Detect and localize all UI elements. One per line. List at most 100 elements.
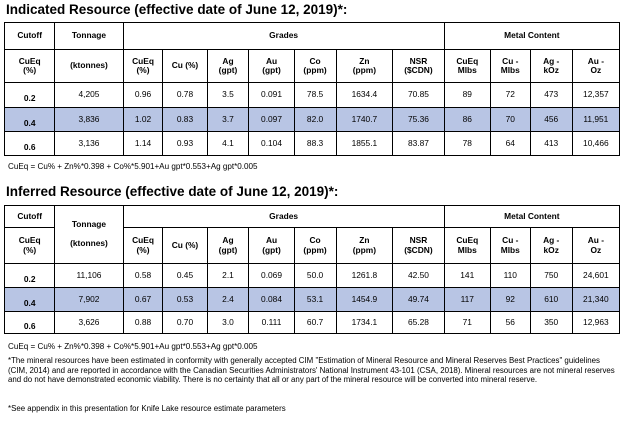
col-header-zn: Zn (ppm): [335, 49, 394, 83]
tonnage-cell: 3,836: [54, 107, 124, 132]
cueq-mlbs-cell: 86: [443, 107, 491, 132]
cueq-mlbs-cell: 78: [443, 131, 491, 156]
nsr-cell: 49.74: [392, 287, 445, 312]
au-cell: 0.084: [248, 287, 295, 312]
ag-cell: 4.1: [206, 131, 250, 156]
col-header-nsr: NSR ($CDN): [392, 49, 445, 83]
nsr-cell: 70.85: [392, 82, 445, 108]
au-cell: 0.111: [248, 311, 295, 334]
col-header-ag-koz: Ag - kOz: [529, 49, 573, 83]
au-oz-cell: 10,466: [571, 131, 621, 156]
col-header-cu: Cu (%): [162, 49, 208, 83]
cu-cell: 0.83: [162, 107, 208, 132]
metal-content-header: Metal Content: [443, 205, 621, 228]
au-cell: 0.097: [248, 107, 295, 132]
table-row: 0.4 3,836 1.02 0.83 3.7 0.097 82.0 1740.…: [3, 107, 621, 132]
zn-cell: 1855.1: [335, 131, 394, 156]
cutoff-cell: 0.2: [3, 263, 56, 288]
metal-content-header: Metal Content: [443, 22, 621, 50]
col-header-au: Au (gpt): [248, 49, 295, 83]
zn-cell: 1261.8: [335, 263, 394, 288]
zn-cell: 1734.1: [335, 311, 394, 334]
cutoff-unit-header: CuEq (%): [3, 227, 56, 264]
nsr-cell: 83.87: [392, 131, 445, 156]
nsr-cell: 65.28: [392, 311, 445, 334]
zn-cell: 1740.7: [335, 107, 394, 132]
indicated-title: Indicated Resource (effective date of Ju…: [6, 2, 348, 17]
tonnage-cell: 11,106: [54, 263, 124, 288]
cu-mlbs-cell: 56: [489, 311, 531, 334]
footnote-cim: *The mineral resources have been estimat…: [8, 356, 615, 385]
cutoff-header: Cutoff: [3, 205, 56, 228]
ag-cell: 3.7: [206, 107, 250, 132]
cu-cell: 0.45: [162, 263, 208, 288]
grades-header: Grades: [122, 205, 445, 228]
ag-cell: 2.1: [206, 263, 250, 288]
table-row: 0.2 11,106 0.58 0.45 2.1 0.069 50.0 1261…: [3, 263, 621, 288]
ag-koz-cell: 456: [529, 107, 573, 132]
col-header-cu-mlbs: Cu - Mlbs: [489, 49, 531, 83]
au-oz-cell: 12,357: [571, 82, 621, 108]
ag-cell: 2.4: [206, 287, 250, 312]
cu-cell: 0.70: [162, 311, 208, 334]
col-header-cueq: CuEq (%): [122, 49, 164, 83]
au-cell: 0.104: [248, 131, 295, 156]
au-cell: 0.091: [248, 82, 295, 108]
co-cell: 82.0: [293, 107, 337, 132]
ag-koz-cell: 473: [529, 82, 573, 108]
tonnage-cell: 3,626: [54, 311, 124, 334]
col-header-au: Au (gpt): [248, 227, 295, 264]
tonnage-cell: 7,902: [54, 287, 124, 312]
col-header-cueq: CuEq (%): [122, 227, 164, 264]
co-cell: 88.3: [293, 131, 337, 156]
co-cell: 53.1: [293, 287, 337, 312]
cutoff-header: Cutoff: [3, 22, 56, 50]
col-header-zn: Zn (ppm): [335, 227, 394, 264]
cu-mlbs-cell: 70: [489, 107, 531, 132]
au-cell: 0.069: [248, 263, 295, 288]
nsr-cell: 75.36: [392, 107, 445, 132]
col-header-au-oz: Au - Oz: [571, 49, 621, 83]
col-header-cu: Cu (%): [162, 227, 208, 264]
col-header-co: Co (ppm): [293, 227, 337, 264]
ag-koz-cell: 750: [529, 263, 573, 288]
tonnage-header: Tonnage (ktonnes): [54, 205, 124, 264]
col-header-co: Co (ppm): [293, 49, 337, 83]
ag-koz-cell: 350: [529, 311, 573, 334]
ktonnes-header: (ktonnes): [54, 49, 124, 83]
inferred-table: Cutoff Tonnage (ktonnes) Grades Metal Con…: [3, 205, 621, 334]
tonnage-header: Tonnage: [54, 22, 124, 50]
tonnage-cell: 3,136: [54, 131, 124, 156]
cutoff-cell: 0.4: [3, 107, 56, 132]
co-cell: 78.5: [293, 82, 337, 108]
au-oz-cell: 21,340: [571, 287, 621, 312]
inferred-title: Inferred Resource (effective date of Jun…: [6, 184, 339, 199]
cueq-mlbs-cell: 141: [443, 263, 491, 288]
ag-cell: 3.0: [206, 311, 250, 334]
cu-mlbs-cell: 110: [489, 263, 531, 288]
cu-cell: 0.53: [162, 287, 208, 312]
cu-mlbs-cell: 72: [489, 82, 531, 108]
col-header-ag: Ag (gpt): [206, 227, 250, 264]
indicated-formula: CuEq = Cu% + Zn%*0.398 + Co%*5.901+Au gp…: [8, 162, 258, 171]
cueq-cell: 0.88: [122, 311, 164, 334]
ag-koz-cell: 413: [529, 131, 573, 156]
cueq-cell: 0.67: [122, 287, 164, 312]
col-header-cueq-mlbs: CuEq Mlbs: [443, 49, 491, 83]
col-header-au-oz: Au - Oz: [571, 227, 621, 264]
cutoff-cell: 0.2: [3, 82, 56, 108]
cutoff-cell: 0.6: [3, 131, 56, 156]
cueq-cell: 1.02: [122, 107, 164, 132]
table-row: 0.2 4,205 0.96 0.78 3.5 0.091 78.5 1634.…: [3, 82, 621, 108]
ag-cell: 3.5: [206, 82, 250, 108]
cutoff-cell: 0.6: [3, 311, 56, 334]
col-header-cu-mlbs: Cu - Mlbs: [489, 227, 531, 264]
cu-cell: 0.93: [162, 131, 208, 156]
co-cell: 50.0: [293, 263, 337, 288]
zn-cell: 1454.9: [335, 287, 394, 312]
cutoff-cell: 0.4: [3, 287, 56, 312]
cueq-cell: 0.58: [122, 263, 164, 288]
col-header-ag-koz: Ag - kOz: [529, 227, 573, 264]
col-header-cueq-mlbs: CuEq Mlbs: [443, 227, 491, 264]
